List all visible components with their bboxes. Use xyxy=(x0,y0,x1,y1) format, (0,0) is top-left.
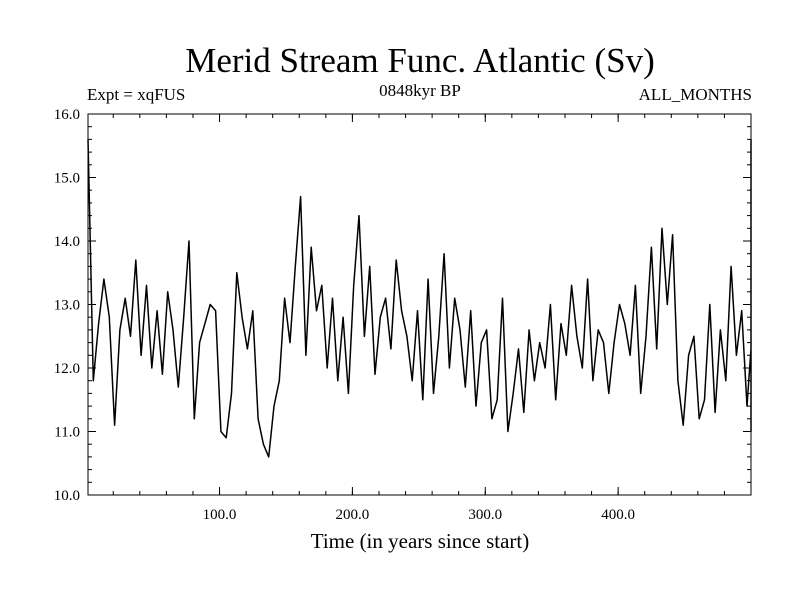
x-tick-label: 100.0 xyxy=(203,507,237,523)
y-tick-label: 16.0 xyxy=(54,107,80,123)
chart-title: Merid Stream Func. Atlantic (Sv) xyxy=(185,41,655,80)
y-tick-label: 13.0 xyxy=(54,298,80,314)
y-tick-label: 10.0 xyxy=(54,488,80,504)
axis-ticks xyxy=(88,113,751,496)
x-axis-label: Time (in years since start) xyxy=(311,529,530,553)
y-tick-label: 15.0 xyxy=(54,171,80,187)
x-tick-label: 400.0 xyxy=(601,507,635,523)
y-tick-label: 14.0 xyxy=(54,234,80,250)
plot-frame xyxy=(87,113,752,496)
y-tick-label: 11.0 xyxy=(54,425,80,441)
tick-labels: 10.0 11.0 12.0 13.0 14.0 15.0 16.0 100.0 200.0 30… xyxy=(54,107,635,523)
period-label: 0848kyr BP xyxy=(379,81,461,100)
series-line xyxy=(87,138,752,458)
experiment-label: Expt = xqFUS xyxy=(87,85,185,104)
y-tick-label: 12.0 xyxy=(54,361,80,377)
x-tick-label: 200.0 xyxy=(336,507,370,523)
months-label: ALL_MONTHS xyxy=(639,85,752,104)
x-tick-label: 300.0 xyxy=(468,507,502,523)
